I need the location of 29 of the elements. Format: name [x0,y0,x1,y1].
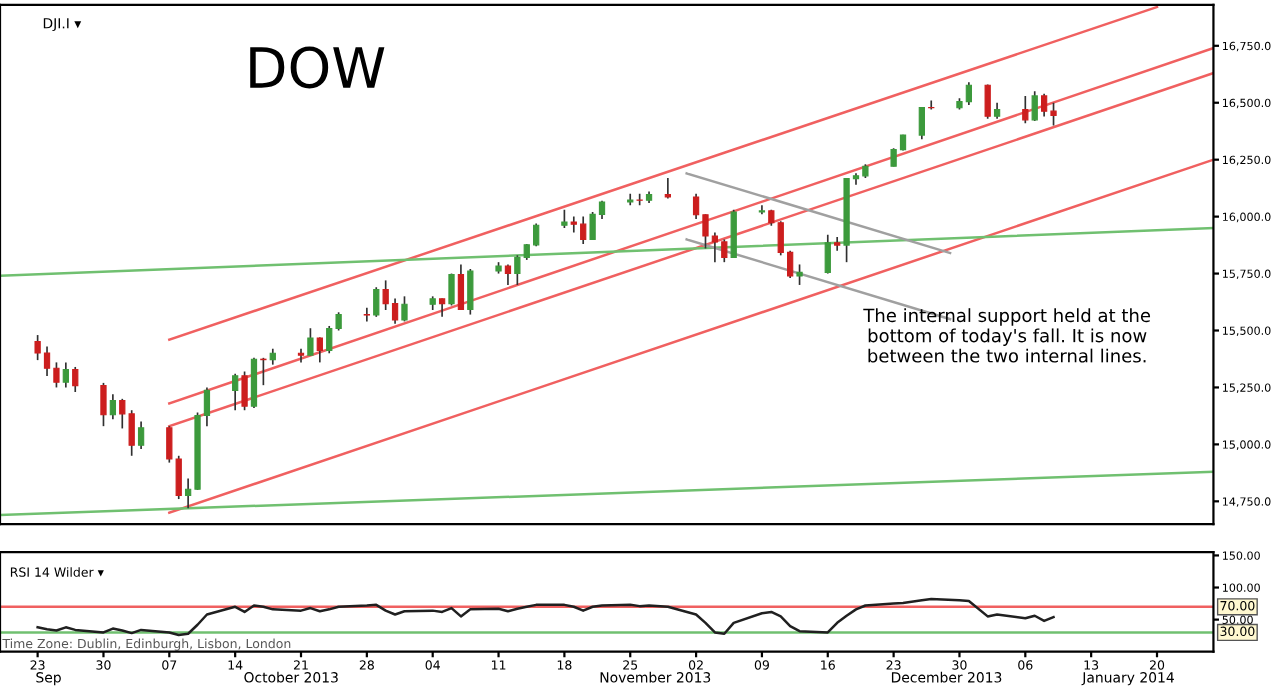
text: DOW [250,46,385,89]
candlestick [504,263,512,286]
candlestick [232,372,239,412]
candlestick [561,208,568,229]
candlestick [1022,95,1029,125]
candlestick [984,83,991,120]
candlestick [796,263,803,286]
candlestick [62,361,69,389]
candlestick [401,295,408,323]
candlestick [72,366,79,393]
candlestick [448,272,455,307]
candlestick [824,234,831,275]
candlestick [100,382,107,428]
candlestick [250,357,258,409]
candlestick [307,327,314,357]
candlestick [457,263,465,311]
candlestick [109,393,117,421]
candlestick [363,306,370,323]
candlestick [241,370,248,412]
candlestick [137,420,145,450]
line-series [36,597,1055,637]
candlestick [918,106,925,141]
candlestick [467,268,474,316]
candlestick [730,208,737,259]
annotation: The internal support held at the bottom of today's fall. It is now between the two internal lines. [863,308,1151,363]
candlestick [373,286,380,318]
candlestick [316,336,323,364]
candlestick [438,297,446,318]
candlestick [1031,90,1038,122]
